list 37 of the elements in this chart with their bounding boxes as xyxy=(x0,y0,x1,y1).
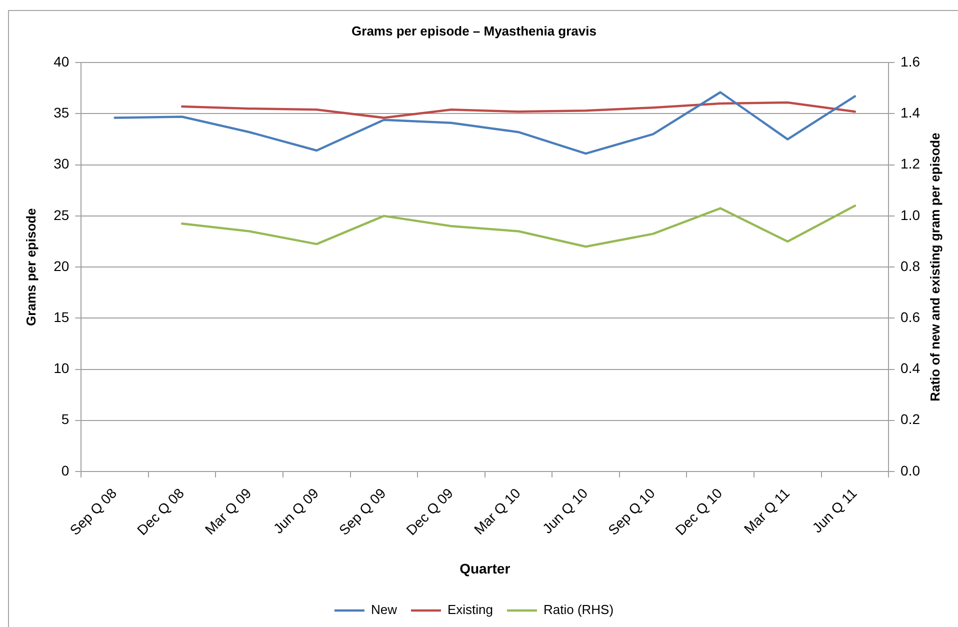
x-tick-label: Mar Q 11 xyxy=(740,484,793,537)
y-tick-label: 0 xyxy=(61,462,70,478)
x-tick-label: Mar Q 10 xyxy=(470,484,524,538)
y2-axis-title: Ratio of new and existing gram per episode xyxy=(928,132,943,402)
chart-title: Grams per episode – Myasthenia gravis xyxy=(352,23,596,38)
x-tick-label: Sep Q 08 xyxy=(66,484,120,538)
x-tick-label: Mar Q 09 xyxy=(202,484,254,538)
y-tick-label: 30 xyxy=(54,156,70,172)
y-axis-title: Grams per episode xyxy=(23,208,38,326)
y2-tick-label: 1.0 xyxy=(900,206,920,223)
x-tick-label: Jun Q 10 xyxy=(539,484,591,536)
x-tick-label: Sep Q 09 xyxy=(336,484,389,538)
legend-label: Existing xyxy=(447,602,493,618)
x-tick-label: Dec Q 08 xyxy=(134,484,188,538)
x-axis-title: Quarter xyxy=(460,560,511,576)
y2-tick-label: 0.0 xyxy=(900,462,920,478)
y-tick-label: 40 xyxy=(54,53,70,70)
y2-tick-label: 1.6 xyxy=(900,53,920,70)
y2-tick-label: 0.6 xyxy=(900,309,920,326)
y2-tick-label: 0.8 xyxy=(900,258,920,274)
y2-tick-label: 0.4 xyxy=(900,360,920,376)
legend-label: Ratio (RHS) xyxy=(543,602,614,618)
y-tick-label: 15 xyxy=(54,309,70,326)
y-tick-label: 20 xyxy=(54,258,70,274)
x-tick-label: Jun Q 09 xyxy=(270,484,322,536)
x-tick-label: Sep Q 10 xyxy=(604,484,658,538)
y-tick-label: 10 xyxy=(54,360,70,376)
y-tick-label: 25 xyxy=(54,206,70,223)
x-tick-label: Dec Q 09 xyxy=(402,484,456,538)
y2-tick-label: 1.4 xyxy=(900,104,920,121)
y-tick-label: 5 xyxy=(61,411,70,428)
y2-tick-label: 0.2 xyxy=(900,411,920,428)
y2-tick-label: 1.2 xyxy=(900,156,920,172)
y-tick-label: 35 xyxy=(54,104,70,121)
legend-label: New xyxy=(370,602,398,618)
x-tick-label: Dec Q 10 xyxy=(672,484,726,538)
x-tick-label: Jun Q 11 xyxy=(808,484,860,536)
